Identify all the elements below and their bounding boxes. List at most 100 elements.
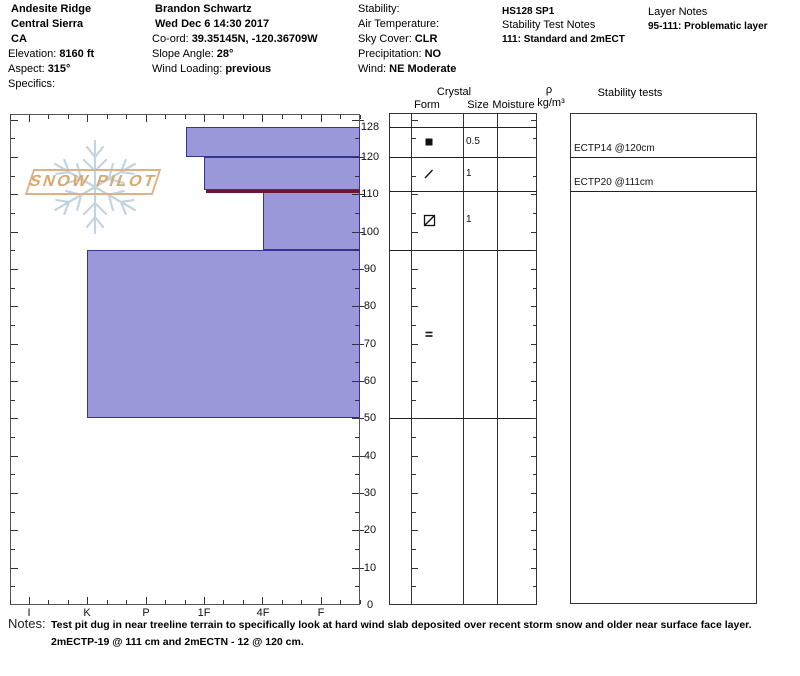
wind-value: NE Moderate [389, 63, 457, 75]
axis-tick [531, 530, 537, 532]
precipitation-value: NO [424, 48, 442, 60]
sky-cover-label: Sky Cover: [358, 33, 412, 45]
wind-loading-value: previous [225, 63, 272, 75]
axis-tick [533, 287, 537, 289]
axis-tick [412, 418, 418, 420]
axis-tick [11, 212, 15, 214]
axis-tick [412, 343, 418, 345]
axis-tick [67, 115, 69, 119]
axis-tick [9, 115, 11, 119]
slope-angle-value: 28° [216, 48, 234, 60]
depth-tick-label: 120 [360, 150, 380, 163]
axis-tick [106, 115, 108, 119]
axis-tick [320, 597, 322, 604]
stability-test-label: ECTP14 @120cm [574, 142, 655, 154]
snow-layer-bar [204, 156, 360, 191]
axis-tick [11, 324, 15, 326]
axis-tick [11, 138, 15, 140]
stability-test-line [570, 156, 757, 158]
axis-tick [165, 600, 167, 604]
axis-tick [204, 597, 205, 604]
hardness-tick-label: 4F [256, 607, 270, 619]
axis-tick [412, 268, 418, 270]
axis-tick [360, 455, 364, 457]
layer-notes-title: Layer Notes [648, 6, 708, 18]
axis-tick [352, 156, 359, 158]
snow-layer-bar [186, 127, 360, 157]
axis-tick [9, 600, 11, 604]
axis-tick [11, 380, 18, 382]
axis-tick [11, 586, 15, 588]
axis-tick [29, 597, 30, 604]
axis-tick [355, 474, 359, 476]
axis-tick [11, 156, 18, 158]
axis-tick [352, 119, 359, 121]
axis-tick [355, 175, 359, 177]
wind-loading-label: Wind Loading: [152, 63, 223, 75]
axis-tick [412, 474, 416, 476]
stability-tests-header: Stability tests [597, 87, 663, 99]
stability-test-line [570, 190, 757, 192]
slope-angle-label: Slope Angle: [152, 48, 214, 60]
stability-tests-frame [570, 113, 757, 604]
depth-tick-label: 30 [363, 487, 377, 499]
axis-tick [360, 119, 364, 121]
problematic-layer-line [206, 189, 360, 193]
axis-tick [340, 600, 342, 604]
axis-tick [531, 268, 537, 270]
hardness-tick-label: P [142, 607, 150, 619]
axis-tick [412, 380, 418, 382]
stability-test-label: ECTP20 @111cm [574, 176, 654, 188]
axis-tick [531, 455, 537, 457]
density-symbol: ρ [545, 84, 553, 96]
depth-tick-label: 70 [363, 337, 377, 350]
axis-tick [355, 586, 359, 588]
axis-tick [11, 306, 18, 308]
axis-tick [11, 287, 15, 289]
axis-tick [11, 418, 18, 420]
depth-tick-label: 60 [363, 374, 377, 387]
axis-tick [412, 455, 418, 457]
axis-tick [412, 194, 418, 196]
axis-tick [412, 567, 418, 569]
axis-tick [412, 586, 416, 588]
grain-size-label: 0.5 [466, 135, 480, 147]
axis-tick [355, 511, 359, 513]
axis-tick [11, 437, 15, 438]
axis-tick [355, 287, 359, 289]
axis-tick [412, 530, 418, 532]
depth-tick-label: 128 [360, 121, 380, 133]
axis-tick [48, 600, 50, 604]
stability-test-note: 111: Standard and 2mECT [502, 34, 625, 45]
axis-tick [360, 380, 364, 382]
stability-test-notes-title: Stability Test Notes [502, 19, 596, 31]
axis-tick [223, 600, 225, 604]
axis-tick [352, 306, 359, 308]
axis-tick [533, 175, 537, 177]
axis-tick [145, 597, 147, 604]
axis-tick [281, 600, 283, 604]
snowpilot-logo-text: SNOW PILOT [27, 173, 160, 190]
layer-note: 95-111: Problematic layer [648, 21, 768, 32]
axis-tick [352, 194, 359, 196]
axis-tick [531, 156, 537, 158]
axis-tick [355, 324, 359, 326]
axis-tick [412, 212, 416, 214]
axis-tick [352, 455, 359, 457]
depth-tick-label: 10 [363, 561, 377, 574]
axis-tick [533, 511, 537, 513]
location-block: Andesite Ridge Central Sierra CA Elevati… [8, 3, 148, 95]
crossed-square-icon [421, 213, 437, 227]
axis-tick [412, 511, 416, 513]
axis-tick [412, 175, 416, 177]
site-state: CA [11, 33, 27, 45]
depth-tick-label: 100 [360, 225, 380, 238]
axis-tick [352, 268, 359, 270]
axis-tick [262, 597, 264, 604]
slash-icon [421, 167, 437, 181]
axis-tick [11, 493, 18, 494]
axis-tick [533, 212, 537, 214]
sky-cover-value: CLR [414, 33, 438, 45]
axis-tick [360, 343, 364, 345]
